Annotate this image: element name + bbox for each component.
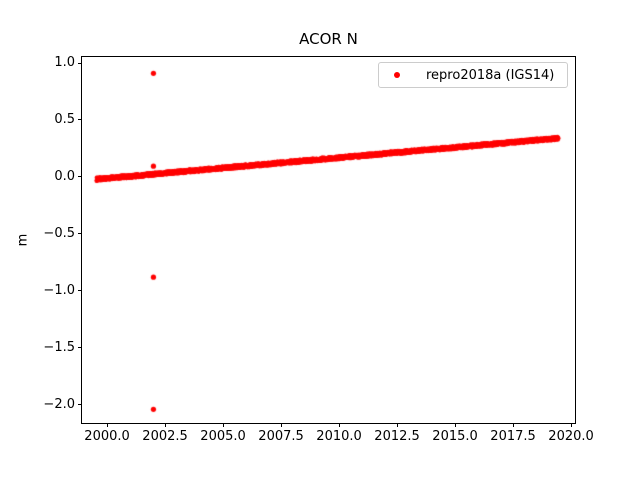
y-tick-label: −2.0 xyxy=(43,396,75,412)
x-tick-label: 2002.5 xyxy=(142,429,188,444)
legend-entry-label: repro2018a (IGS14) xyxy=(426,67,555,83)
x-tick-mark xyxy=(222,423,224,427)
x-tick-mark xyxy=(396,423,398,427)
x-tick-mark xyxy=(164,423,166,427)
scatter-plot-canvas xyxy=(82,57,575,423)
y-tick-label: 0.5 xyxy=(54,111,75,127)
y-tick-label: 0.0 xyxy=(54,168,75,184)
y-tick-mark xyxy=(78,233,82,235)
x-tick-mark xyxy=(280,423,282,427)
x-tick-mark xyxy=(454,423,456,427)
x-tick-label: 2000.0 xyxy=(84,429,130,444)
x-tick-mark xyxy=(338,423,340,427)
y-tick-mark xyxy=(78,290,82,292)
y-tick-mark xyxy=(78,119,82,121)
legend-dot-marker xyxy=(394,72,400,78)
y-axis-label: m xyxy=(15,233,31,247)
y-tick-mark xyxy=(78,404,82,406)
x-tick-label: 2007.5 xyxy=(258,429,304,444)
y-tick-label: −0.5 xyxy=(43,225,75,241)
x-tick-label: 2010.0 xyxy=(316,429,362,444)
x-tick-mark xyxy=(512,423,514,427)
y-tick-label: 1.0 xyxy=(54,55,75,71)
y-tick-mark xyxy=(78,62,82,64)
x-tick-label: 2012.5 xyxy=(374,429,420,444)
y-tick-mark xyxy=(78,347,82,349)
x-tick-label: 2020.0 xyxy=(548,429,594,444)
plot-title: ACOR N xyxy=(299,30,358,48)
y-tick-label: −1.5 xyxy=(43,339,75,355)
x-tick-label: 2017.5 xyxy=(490,429,536,444)
x-tick-label: 2015.0 xyxy=(432,429,478,444)
x-tick-mark xyxy=(106,423,108,427)
legend-box: repro2018a (IGS14) xyxy=(378,62,568,88)
x-tick-mark xyxy=(570,423,572,427)
y-tick-label: −1.0 xyxy=(43,282,75,298)
x-tick-label: 2005.0 xyxy=(200,429,246,444)
y-tick-mark xyxy=(78,176,82,178)
